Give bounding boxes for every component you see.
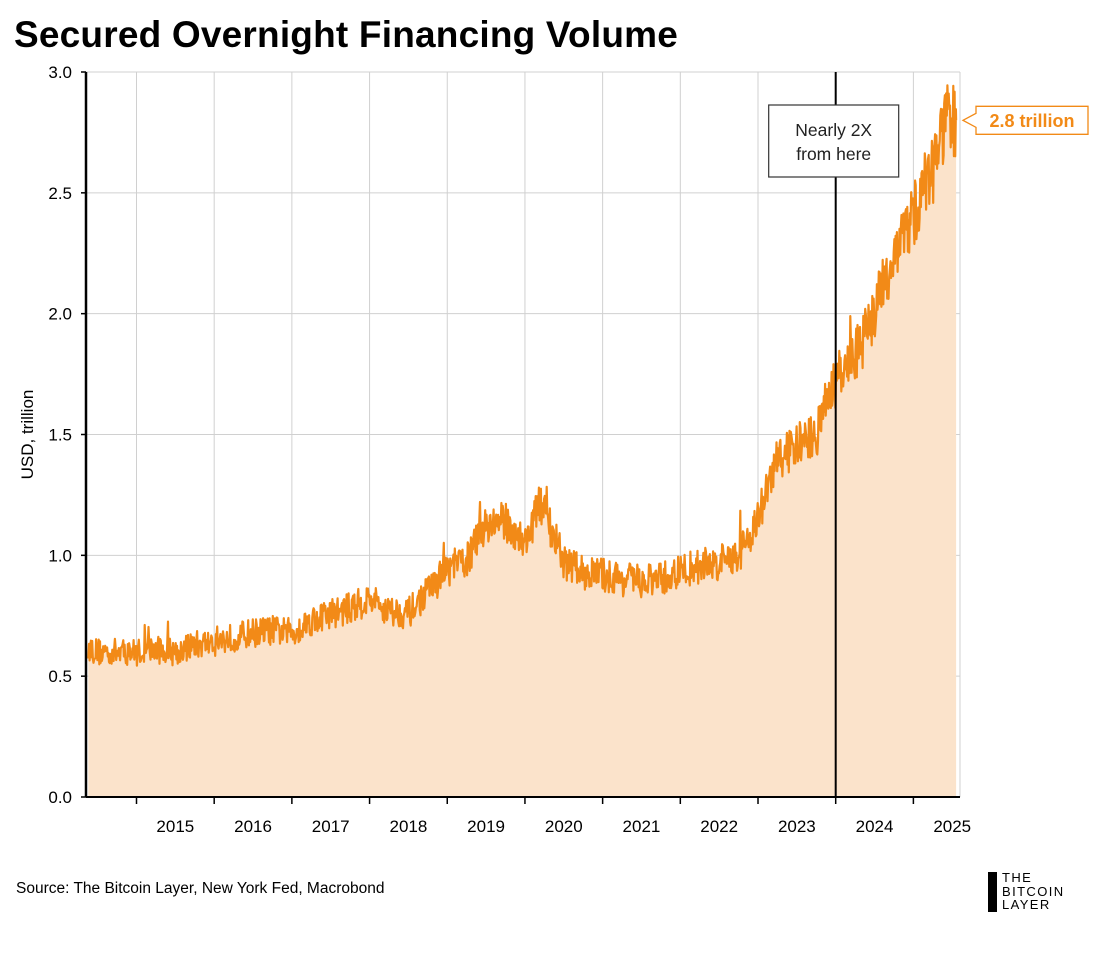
y-tick-label: 2.0 <box>48 305 72 324</box>
x-tick-label: 2022 <box>700 817 738 836</box>
y-tick-label: 2.5 <box>48 184 72 203</box>
logo-line: BITCOIN <box>1002 883 1065 899</box>
x-tick-label: 2017 <box>312 817 350 836</box>
y-tick-label: 0.0 <box>48 788 72 807</box>
x-tick-label: 2025 <box>933 817 971 836</box>
logo-bar-icon <box>988 872 997 912</box>
bitcoin-layer-logo: THE BITCOIN LAYER <box>988 871 1088 912</box>
y-axis-label: USD, trillion <box>18 390 37 480</box>
chart-title: Secured Overnight Financing Volume <box>14 14 679 55</box>
x-tick-label: 2016 <box>234 817 272 836</box>
x-tick-label: 2015 <box>156 817 194 836</box>
series-line <box>87 84 958 667</box>
x-tick-label: 2020 <box>545 817 583 836</box>
value-callout-text: 2.8 trillion <box>989 111 1074 131</box>
x-tick-label: 2019 <box>467 817 505 836</box>
y-tick-label: 1.0 <box>48 546 72 565</box>
annotation-text: from here <box>796 144 871 164</box>
x-tick-label: 2023 <box>778 817 816 836</box>
annotation-text: Nearly 2X <box>795 120 872 140</box>
annotation-box <box>768 104 900 178</box>
value-callout-box <box>961 105 1089 135</box>
logo-line: THE <box>1002 870 1033 885</box>
y-tick-label: 0.5 <box>48 667 72 686</box>
x-tick-label: 2018 <box>389 817 427 836</box>
logo-text: THE BITCOIN LAYER <box>1002 871 1065 912</box>
area-fill <box>88 85 957 798</box>
x-tick-label: 2021 <box>623 817 661 836</box>
y-tick-label: 1.5 <box>48 426 72 445</box>
logo-line: LAYER <box>1002 897 1051 912</box>
source-note: Source: The Bitcoin Layer, New York Fed,… <box>16 880 385 897</box>
y-tick-label: 3.0 <box>48 63 72 82</box>
x-tick-label: 2024 <box>856 817 894 836</box>
